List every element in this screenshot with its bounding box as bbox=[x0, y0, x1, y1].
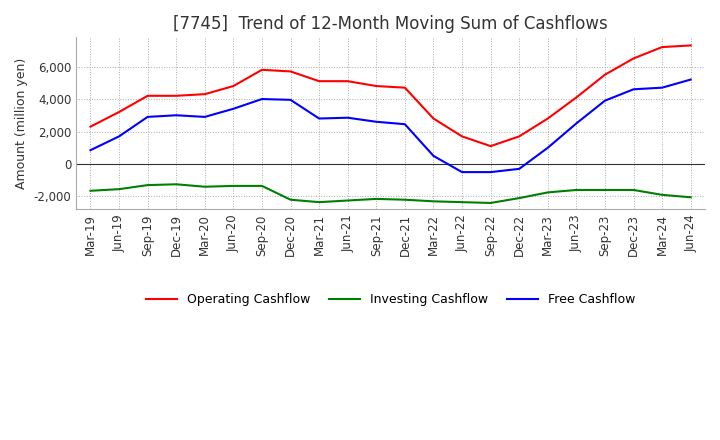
Investing Cashflow bbox=[343, 198, 352, 203]
Free Cashflow bbox=[258, 96, 266, 102]
Line: Operating Cashflow: Operating Cashflow bbox=[91, 45, 690, 146]
Operating Cashflow bbox=[315, 78, 323, 84]
Free Cashflow bbox=[658, 85, 667, 90]
Investing Cashflow bbox=[372, 196, 381, 202]
Operating Cashflow bbox=[258, 67, 266, 73]
Free Cashflow bbox=[172, 113, 181, 118]
Investing Cashflow bbox=[86, 188, 95, 194]
Investing Cashflow bbox=[287, 197, 295, 202]
Operating Cashflow bbox=[458, 134, 467, 139]
Free Cashflow bbox=[143, 114, 152, 120]
Investing Cashflow bbox=[458, 199, 467, 205]
Operating Cashflow bbox=[200, 92, 209, 97]
Operating Cashflow bbox=[86, 124, 95, 129]
Investing Cashflow bbox=[572, 187, 581, 193]
Operating Cashflow bbox=[429, 116, 438, 121]
Investing Cashflow bbox=[400, 197, 409, 202]
Investing Cashflow bbox=[429, 199, 438, 204]
Investing Cashflow bbox=[629, 187, 638, 193]
Free Cashflow bbox=[372, 119, 381, 125]
Investing Cashflow bbox=[486, 200, 495, 205]
Free Cashflow bbox=[287, 97, 295, 103]
Free Cashflow bbox=[458, 169, 467, 175]
Operating Cashflow bbox=[600, 72, 609, 77]
Y-axis label: Amount (million yen): Amount (million yen) bbox=[15, 58, 28, 189]
Investing Cashflow bbox=[200, 184, 209, 189]
Operating Cashflow bbox=[343, 78, 352, 84]
Free Cashflow bbox=[114, 134, 123, 139]
Operating Cashflow bbox=[544, 116, 552, 121]
Free Cashflow bbox=[200, 114, 209, 120]
Operating Cashflow bbox=[114, 110, 123, 115]
Investing Cashflow bbox=[229, 183, 238, 189]
Free Cashflow bbox=[629, 87, 638, 92]
Legend: Operating Cashflow, Investing Cashflow, Free Cashflow: Operating Cashflow, Investing Cashflow, … bbox=[140, 288, 641, 311]
Line: Free Cashflow: Free Cashflow bbox=[91, 80, 690, 172]
Free Cashflow bbox=[429, 153, 438, 158]
Operating Cashflow bbox=[287, 69, 295, 74]
Operating Cashflow bbox=[400, 85, 409, 90]
Free Cashflow bbox=[686, 77, 695, 82]
Free Cashflow bbox=[515, 166, 523, 172]
Investing Cashflow bbox=[172, 182, 181, 187]
Investing Cashflow bbox=[686, 194, 695, 200]
Free Cashflow bbox=[86, 147, 95, 153]
Operating Cashflow bbox=[629, 56, 638, 61]
Investing Cashflow bbox=[600, 187, 609, 193]
Investing Cashflow bbox=[143, 183, 152, 188]
Operating Cashflow bbox=[143, 93, 152, 99]
Investing Cashflow bbox=[258, 183, 266, 189]
Free Cashflow bbox=[486, 169, 495, 175]
Investing Cashflow bbox=[658, 192, 667, 198]
Free Cashflow bbox=[315, 116, 323, 121]
Operating Cashflow bbox=[686, 43, 695, 48]
Operating Cashflow bbox=[172, 93, 181, 99]
Free Cashflow bbox=[600, 98, 609, 103]
Operating Cashflow bbox=[658, 44, 667, 50]
Operating Cashflow bbox=[486, 143, 495, 149]
Free Cashflow bbox=[572, 121, 581, 126]
Operating Cashflow bbox=[372, 84, 381, 89]
Investing Cashflow bbox=[114, 187, 123, 192]
Free Cashflow bbox=[229, 106, 238, 111]
Operating Cashflow bbox=[515, 134, 523, 139]
Free Cashflow bbox=[400, 121, 409, 127]
Free Cashflow bbox=[343, 115, 352, 121]
Line: Investing Cashflow: Investing Cashflow bbox=[91, 184, 690, 203]
Title: [7745]  Trend of 12-Month Moving Sum of Cashflows: [7745] Trend of 12-Month Moving Sum of C… bbox=[174, 15, 608, 33]
Operating Cashflow bbox=[572, 95, 581, 100]
Investing Cashflow bbox=[544, 190, 552, 195]
Free Cashflow bbox=[544, 145, 552, 150]
Investing Cashflow bbox=[515, 195, 523, 201]
Investing Cashflow bbox=[315, 199, 323, 205]
Operating Cashflow bbox=[229, 84, 238, 89]
